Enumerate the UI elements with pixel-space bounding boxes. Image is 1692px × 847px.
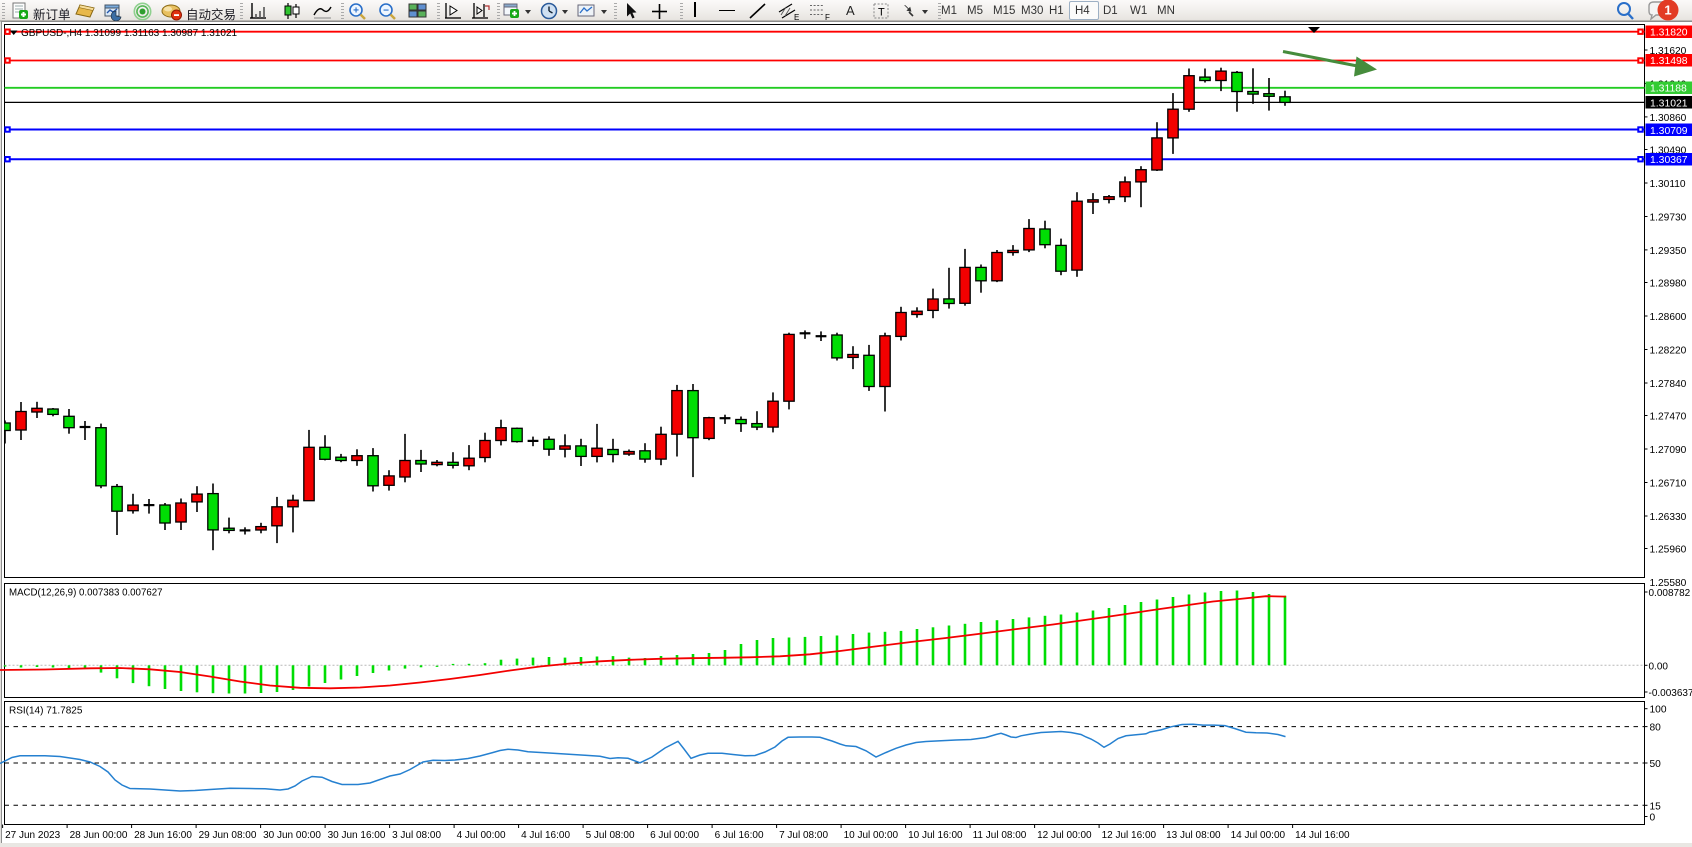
svg-text:1.30709: 1.30709 xyxy=(1650,126,1688,137)
svg-text:T: T xyxy=(878,7,885,19)
svg-text:5 Jul 08:00: 5 Jul 08:00 xyxy=(586,830,635,841)
svg-text:28 Jun 00:00: 28 Jun 00:00 xyxy=(70,830,128,841)
svg-text:12 Jul 00:00: 12 Jul 00:00 xyxy=(1037,830,1092,841)
svg-text:1.31620: 1.31620 xyxy=(1650,46,1687,57)
svg-text:1.30367: 1.30367 xyxy=(1650,155,1688,166)
svg-text:6 Jul 16:00: 6 Jul 16:00 xyxy=(715,830,764,841)
svg-text:14 Jul 16:00: 14 Jul 16:00 xyxy=(1295,830,1350,841)
svg-text:F: F xyxy=(825,13,830,21)
svg-text:−: − xyxy=(383,6,389,17)
svg-text:4 Jul 16:00: 4 Jul 16:00 xyxy=(521,830,570,841)
svg-text:1.26330: 1.26330 xyxy=(1650,512,1687,523)
svg-text:E: E xyxy=(794,13,799,21)
svg-text:7 Jul 08:00: 7 Jul 08:00 xyxy=(779,830,828,841)
svg-text:RSI(14) 71.7825: RSI(14) 71.7825 xyxy=(9,706,83,717)
svg-text:1.27090: 1.27090 xyxy=(1650,445,1687,456)
svg-text:1.28980: 1.28980 xyxy=(1650,279,1687,290)
svg-text:13 Jul 08:00: 13 Jul 08:00 xyxy=(1166,830,1221,841)
svg-text:+: + xyxy=(353,6,359,17)
svg-text:6 Jul 00:00: 6 Jul 00:00 xyxy=(650,830,699,841)
svg-text:1.30110: 1.30110 xyxy=(1650,179,1686,190)
svg-text:1.26710: 1.26710 xyxy=(1650,479,1687,490)
svg-text:1.29350: 1.29350 xyxy=(1650,246,1687,257)
svg-text:1.31820: 1.31820 xyxy=(1650,28,1688,39)
svg-text:12 Jul 16:00: 12 Jul 16:00 xyxy=(1102,830,1157,841)
svg-text:15: 15 xyxy=(1650,801,1662,812)
svg-text:50: 50 xyxy=(1650,759,1662,770)
svg-text:1.31498: 1.31498 xyxy=(1650,56,1688,67)
svg-text:1.29730: 1.29730 xyxy=(1650,213,1687,224)
svg-text:28 Jun 16:00: 28 Jun 16:00 xyxy=(134,830,192,841)
svg-text:1.31188: 1.31188 xyxy=(1650,84,1687,95)
svg-text:0: 0 xyxy=(1650,813,1656,824)
svg-text:30 Jun 16:00: 30 Jun 16:00 xyxy=(328,830,386,841)
svg-text:10 Jul 00:00: 10 Jul 00:00 xyxy=(844,830,899,841)
svg-text:30 Jun 00:00: 30 Jun 00:00 xyxy=(263,830,321,841)
svg-text:1.27840: 1.27840 xyxy=(1650,379,1687,390)
svg-text:3 Jul 08:00: 3 Jul 08:00 xyxy=(392,830,441,841)
svg-text:29 Jun 08:00: 29 Jun 08:00 xyxy=(199,830,257,841)
svg-text:4 Jul 00:00: 4 Jul 00:00 xyxy=(457,830,506,841)
svg-text:1.28600: 1.28600 xyxy=(1650,312,1687,323)
svg-text:80: 80 xyxy=(1650,723,1662,734)
svg-text:10 Jul 16:00: 10 Jul 16:00 xyxy=(908,830,963,841)
svg-text:1.25960: 1.25960 xyxy=(1650,545,1687,556)
svg-text:GBPUSD-,H4 1.31099 1.31163 1.: GBPUSD-,H4 1.31099 1.31163 1.30987 1.310… xyxy=(21,28,238,39)
svg-text:1.30490: 1.30490 xyxy=(1650,146,1687,157)
svg-text:-0.003637: -0.003637 xyxy=(1649,688,1692,699)
svg-text:100: 100 xyxy=(1650,705,1667,716)
svg-text:1.30860: 1.30860 xyxy=(1650,113,1687,124)
svg-text:1: 1 xyxy=(1664,3,1671,18)
svg-text:1.28220: 1.28220 xyxy=(1650,346,1687,357)
svg-text:11 Jul 08:00: 11 Jul 08:00 xyxy=(973,830,1027,841)
svg-text:MACD(12,26,9) 0.007383 0.00762: MACD(12,26,9) 0.007383 0.007627 xyxy=(9,588,163,599)
svg-text:0.00: 0.00 xyxy=(1649,661,1669,672)
svg-text:14 Jul 00:00: 14 Jul 00:00 xyxy=(1231,830,1286,841)
svg-text:1.25580: 1.25580 xyxy=(1650,578,1687,589)
svg-text:0.008782: 0.008782 xyxy=(1649,588,1691,599)
svg-text:1.27470: 1.27470 xyxy=(1650,412,1687,423)
svg-text:1.31021: 1.31021 xyxy=(1650,98,1688,109)
svg-text:27 Jun 2023: 27 Jun 2023 xyxy=(5,830,60,841)
